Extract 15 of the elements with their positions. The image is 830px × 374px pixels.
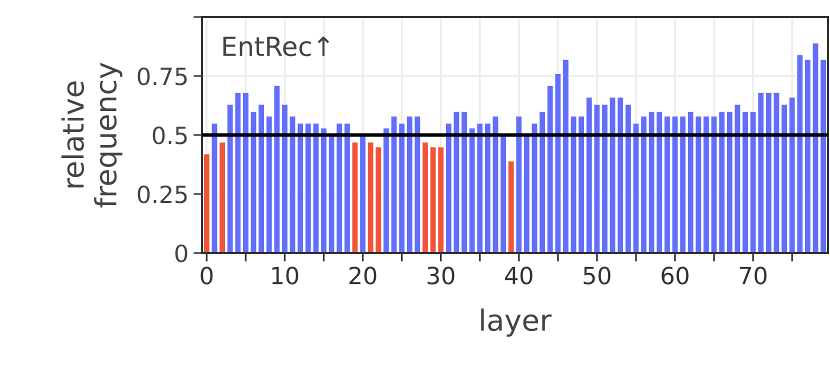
- x-tick-label: 10: [272, 266, 298, 284]
- x-tick-label: 40: [505, 266, 532, 284]
- x-tick-label: 20: [350, 266, 376, 284]
- y-tick-label: 0.75: [138, 67, 187, 86]
- y-axis-title: relative frequency: [61, 62, 122, 208]
- x-axis-title: layer: [481, 308, 552, 337]
- x-tick-label: 30: [428, 266, 454, 284]
- y-tick-label: 0: [175, 244, 188, 262]
- y-tick-label: 0.25: [138, 185, 187, 204]
- x-tick-label: 70: [740, 266, 767, 284]
- y-tick-label: 0.5: [152, 126, 187, 144]
- x-tick-label: 50: [584, 266, 610, 284]
- text: EntRec↑: [223, 36, 330, 56]
- x-tick-label: 60: [662, 266, 688, 284]
- x-tick-label: 0: [200, 266, 213, 284]
